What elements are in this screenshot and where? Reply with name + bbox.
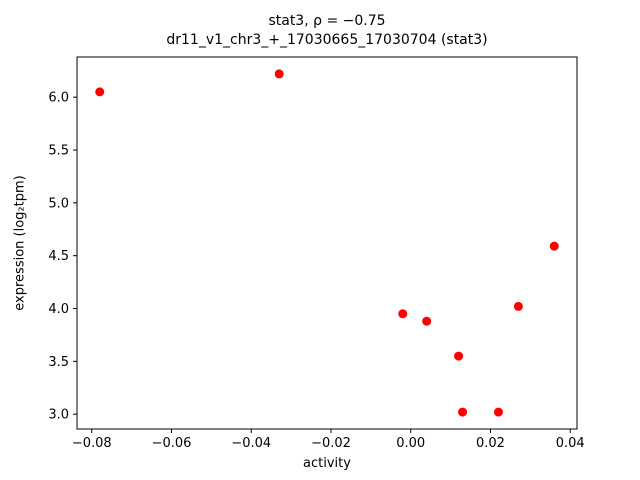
y-tick-label: 4.0 bbox=[48, 302, 69, 317]
scatter-point bbox=[513, 301, 523, 311]
chart-title: stat3, ρ = −0.75 bbox=[268, 13, 386, 29]
scatter-point bbox=[274, 69, 284, 79]
x-tick-label: 0.00 bbox=[396, 436, 425, 451]
x-tick-label: −0.08 bbox=[72, 436, 112, 451]
plot-border bbox=[76, 56, 578, 430]
y-tick-label: 3.0 bbox=[48, 408, 69, 423]
y-tick-label: 6.0 bbox=[48, 91, 69, 106]
scatter-point bbox=[454, 351, 464, 361]
x-tick-label: −0.06 bbox=[152, 436, 192, 451]
y-tick-label: 3.5 bbox=[48, 355, 69, 370]
x-tick-label: −0.04 bbox=[231, 436, 271, 451]
y-tick-label: 5.0 bbox=[48, 196, 69, 211]
scatter-point bbox=[549, 241, 559, 251]
scatter-point bbox=[493, 407, 503, 417]
scatter-point bbox=[398, 309, 408, 319]
scatter-point bbox=[95, 87, 105, 97]
y-tick-label: 5.5 bbox=[48, 144, 69, 159]
chart-subtitle: dr11_v1_chr3_+_17030665_17030704 (stat3) bbox=[166, 32, 488, 48]
x-tick-label: 0.02 bbox=[476, 436, 505, 451]
y-axis-label: expression (log₂tpm) bbox=[12, 175, 28, 311]
chart-title-block: stat3, ρ = −0.75 dr11_v1_chr3_+_17030665… bbox=[77, 12, 577, 50]
x-tick-label: −0.02 bbox=[311, 436, 351, 451]
x-axis-label: activity bbox=[303, 456, 351, 471]
x-tick-label: 0.04 bbox=[556, 436, 585, 451]
scatter-point bbox=[422, 316, 432, 326]
y-tick-label: 4.5 bbox=[48, 249, 69, 264]
scatter-point bbox=[458, 407, 468, 417]
